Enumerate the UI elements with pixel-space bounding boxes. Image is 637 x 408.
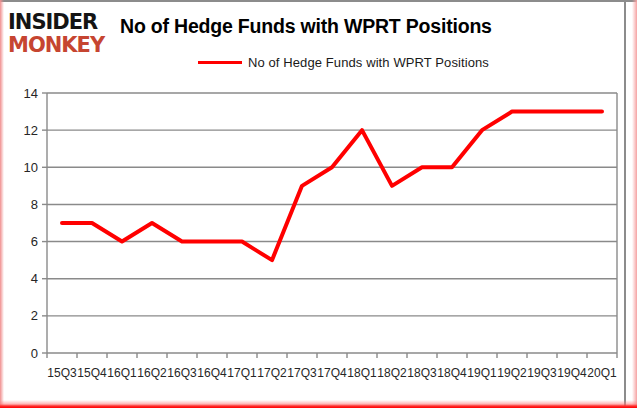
x-axis-label: 17Q2: [257, 366, 287, 380]
x-axis-label: 19Q4: [557, 366, 587, 380]
x-axis-label: 17Q1: [227, 366, 257, 380]
y-axis-label: 8: [31, 197, 38, 212]
x-axis-label: 16Q4: [197, 366, 227, 380]
x-axis-label: 19Q2: [497, 366, 527, 380]
x-axis-label: 18Q1: [347, 366, 377, 380]
y-axis-label: 0: [31, 346, 38, 361]
x-axis-label: 17Q4: [317, 366, 347, 380]
x-axis-label: 18Q4: [437, 366, 467, 380]
x-axis-label: 16Q2: [137, 366, 167, 380]
x-axis-label: 16Q3: [167, 366, 197, 380]
x-axis-label: 19Q3: [527, 366, 557, 380]
y-axis-label: 10: [24, 160, 38, 175]
y-axis-label: 14: [24, 86, 38, 101]
x-axis-label: 18Q2: [377, 366, 407, 380]
x-axis-label: 15Q3: [47, 366, 77, 380]
page-border-right: [632, 0, 637, 408]
x-axis-label: 19Q1: [467, 366, 497, 380]
chart-screenshot: INSIDER MONKEY No of Hedge Funds with WP…: [0, 0, 637, 408]
page-border-left: [0, 0, 4, 408]
y-axis-label: 2: [31, 308, 38, 323]
frame-border-right: [624, 0, 626, 408]
x-axis-label: 17Q3: [287, 366, 317, 380]
series-line: [62, 112, 602, 261]
x-axis-label: 18Q3: [407, 366, 437, 380]
chart-svg: 0246810121415Q315Q416Q116Q216Q316Q417Q11…: [0, 0, 637, 408]
frame-border-top: [0, 0, 637, 2]
x-axis-label: 20Q1: [587, 366, 617, 380]
y-axis-label: 6: [31, 234, 38, 249]
x-axis-label: 15Q4: [77, 366, 107, 380]
x-axis-label: 16Q1: [107, 366, 137, 380]
y-axis-label: 4: [31, 271, 38, 286]
y-axis-label: 12: [24, 123, 38, 138]
page-border-bottom: [0, 400, 637, 408]
